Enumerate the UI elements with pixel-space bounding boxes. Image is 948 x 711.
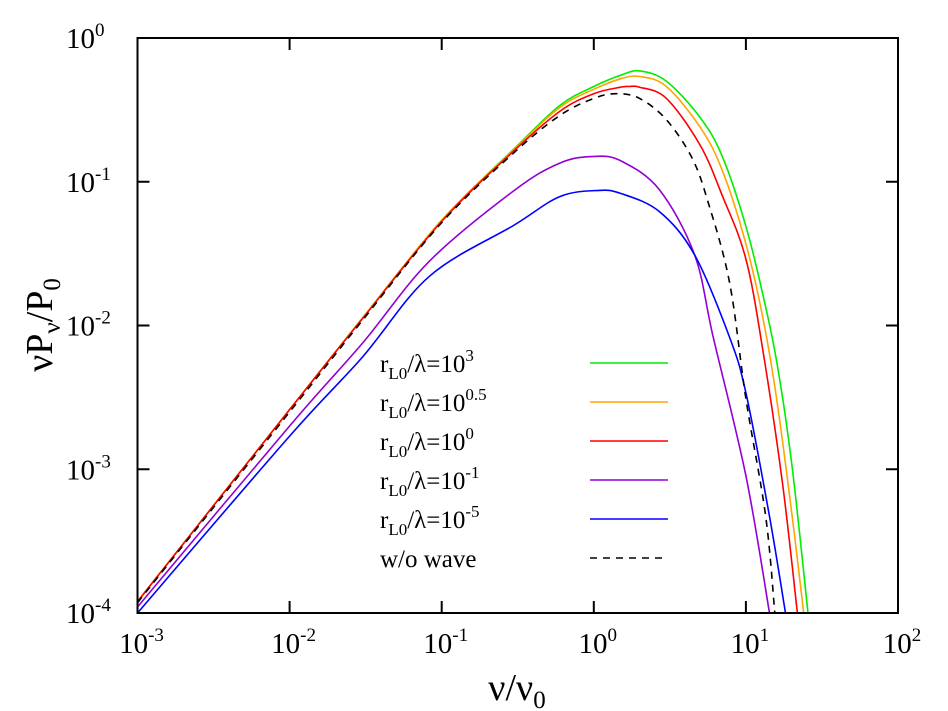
plot-frame [136,37,899,614]
y-tick-label: 10-3 [66,451,111,486]
legend-entry: w/o wave [380,546,668,573]
legend-label: rL0/λ=103 [380,346,474,383]
series-line-3 [137,155,771,613]
x-tick-label: 10-3 [119,625,164,660]
legend-entry: rL0/λ=10-5 [380,502,668,539]
x-tick-label: 100 [579,625,618,660]
legend: rL0/λ=103rL0/λ=100.5rL0/λ=100rL0/λ=10-1r… [380,346,668,573]
x-tick-label: 102 [883,625,922,660]
legend-label: rL0/λ=100 [380,424,474,461]
x-axis-label: ν/ν0 [488,667,545,711]
legend-label: rL0/λ=10-5 [380,502,480,539]
legend-entry: rL0/λ=103 [380,346,668,383]
ticks-layer [136,37,899,614]
x-tick-label: 10-1 [423,625,468,660]
x-tick-label: 10-2 [271,625,316,660]
y-axis-label: νPν/P0 [19,278,66,372]
legend-entry: rL0/λ=100 [380,424,668,461]
y-tick-label: 100 [66,20,105,55]
y-tick-label: 10-4 [66,595,111,630]
series-line-1 [137,75,805,613]
y-tick-label: 10-2 [66,308,111,343]
legend-entry: rL0/λ=10-1 [380,463,668,500]
series-line-0 [137,69,809,613]
legend-label: rL0/λ=100.5 [380,385,487,422]
series-line-4 [137,189,787,613]
x-tick-label: 101 [731,625,770,660]
legend-label: rL0/λ=10-1 [380,463,480,500]
curves-layer [137,69,809,613]
series-line-2 [137,85,799,613]
series-line-5 [137,92,776,613]
legend-entry: rL0/λ=100.5 [380,385,668,422]
y-tick-label: 10-1 [66,164,111,199]
legend-label: w/o wave [380,546,477,573]
